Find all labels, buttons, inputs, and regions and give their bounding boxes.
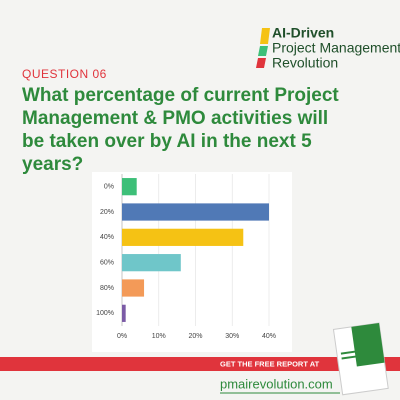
y-tick-label: 60% bbox=[100, 260, 114, 267]
x-tick-label: 30% bbox=[225, 333, 239, 340]
question-label: QUESTION 06 bbox=[22, 67, 107, 81]
cover-art bbox=[351, 322, 385, 367]
y-tick-label: 20% bbox=[100, 209, 114, 216]
y-tick-label: 40% bbox=[100, 234, 114, 241]
x-tick-label: 0% bbox=[117, 333, 127, 340]
bar bbox=[122, 304, 126, 322]
x-tick-label: 10% bbox=[152, 333, 166, 340]
chart-title: What percentage of current Project Manag… bbox=[22, 85, 339, 175]
bar bbox=[122, 203, 269, 221]
logo-text: AI-Driven bbox=[272, 25, 334, 41]
bar bbox=[122, 254, 181, 272]
logo-text: Revolution bbox=[272, 55, 338, 71]
logo-stripe bbox=[258, 46, 268, 56]
y-tick-label: 80% bbox=[100, 285, 114, 292]
x-tick-label: 20% bbox=[188, 333, 202, 340]
logo-stripe bbox=[256, 58, 266, 68]
bar bbox=[122, 178, 137, 196]
cover-line bbox=[340, 349, 361, 355]
logo-stripe bbox=[260, 28, 270, 44]
bar bbox=[122, 228, 244, 246]
y-tick-label: 0% bbox=[104, 184, 114, 191]
footer-url[interactable]: pmairevolution.com bbox=[220, 376, 333, 391]
footer-cta: GET THE FREE REPORT AT bbox=[220, 359, 320, 368]
logo-text: Project Management bbox=[272, 40, 400, 56]
x-tick-label: 40% bbox=[262, 333, 276, 340]
cover-line bbox=[341, 355, 358, 360]
y-tick-label: 100% bbox=[96, 310, 114, 317]
report-cover bbox=[332, 322, 389, 396]
footer-band bbox=[0, 357, 400, 371]
bar bbox=[122, 279, 145, 297]
